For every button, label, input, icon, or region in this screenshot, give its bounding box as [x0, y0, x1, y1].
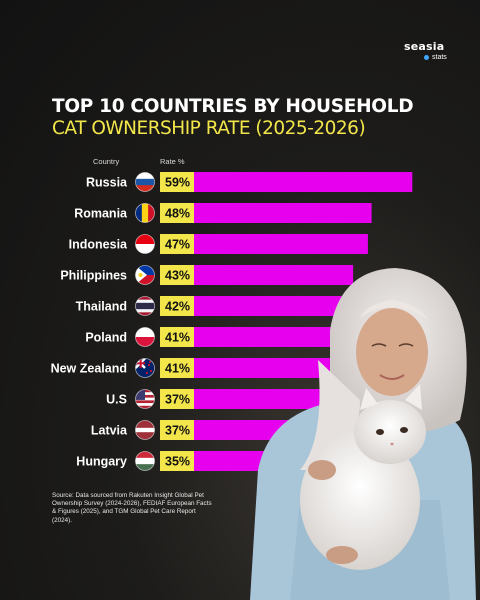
country-label: New Zealand — [51, 362, 127, 376]
flag-ring — [135, 234, 155, 254]
rate-column-header: Rate % — [160, 157, 185, 166]
flag-russia-icon — [135, 172, 155, 192]
country-label: Thailand — [76, 300, 127, 314]
country-column-header: Country — [93, 157, 120, 166]
flag-poland-icon — [135, 327, 155, 347]
value-label: 48% — [165, 207, 190, 221]
bar-romania — [194, 203, 372, 223]
chart-subtitle: CAT OWNERSHIP RATE (2025-2026) — [52, 118, 366, 139]
value-label: 59% — [165, 176, 190, 190]
value-label-bg — [160, 358, 194, 378]
value-label: 35% — [165, 455, 190, 469]
flag-ring — [135, 389, 155, 409]
flag-ring — [135, 420, 155, 440]
country-label: Poland — [85, 331, 127, 345]
country-label: Philippines — [60, 269, 127, 283]
bar-hungary — [194, 451, 324, 471]
value-label: 43% — [165, 269, 190, 283]
bar-latvia — [194, 420, 331, 440]
country-label: Romania — [74, 207, 128, 221]
value-label: 42% — [165, 300, 190, 314]
brand-name: seasia — [404, 40, 445, 53]
value-label-bg — [160, 451, 194, 471]
value-label: 37% — [165, 424, 190, 438]
value-label: 41% — [165, 331, 190, 345]
brand-sub: stats — [424, 54, 447, 61]
brand-logo: seasia stats — [404, 40, 447, 61]
brand-dot-icon — [424, 55, 429, 60]
country-label: Russia — [86, 176, 128, 190]
country-label: Latvia — [91, 424, 128, 438]
flag-ring — [135, 203, 155, 223]
country-label: Hungary — [76, 455, 127, 469]
bar-russia — [194, 172, 413, 192]
flag-ring — [135, 451, 155, 471]
bar-new-zealand — [194, 358, 346, 378]
flag-indonesia-icon — [135, 234, 155, 254]
value-label: 47% — [165, 238, 190, 252]
flag-latvia-icon — [135, 420, 155, 440]
value-label-bg — [160, 389, 194, 409]
flag-us-icon — [135, 389, 155, 409]
flag-new-zealand-icon — [135, 358, 155, 378]
value-label: 41% — [165, 362, 190, 376]
bar-indonesia — [194, 234, 368, 254]
bar-poland — [194, 327, 346, 347]
value-label-bg — [160, 172, 194, 192]
flag-hungary-icon — [135, 451, 155, 471]
value-label-bg — [160, 327, 194, 347]
bar-philippines — [194, 265, 354, 285]
flag-ring — [135, 265, 155, 285]
flag-ring — [135, 358, 155, 378]
flag-ring — [135, 327, 155, 347]
flag-ring — [135, 296, 155, 316]
flag-romania-icon — [135, 203, 155, 223]
source-note: Source: Data sourced from Rakuten Insigh… — [52, 492, 212, 524]
value-label-bg — [160, 234, 194, 254]
value-label-bg — [160, 296, 194, 316]
chart-title: TOP 10 COUNTRIES BY HOUSEHOLD — [52, 96, 414, 117]
brand-sub-label: stats — [432, 54, 447, 61]
bar-u-s — [194, 389, 331, 409]
value-label: 37% — [165, 393, 190, 407]
value-label-bg — [160, 420, 194, 440]
flag-thailand-icon — [135, 296, 155, 316]
country-label: Indonesia — [69, 238, 128, 252]
flag-ring — [135, 172, 155, 192]
bar-thailand — [194, 296, 350, 316]
value-label-bg — [160, 203, 194, 223]
country-label: U.S — [106, 393, 127, 407]
value-label-bg — [160, 265, 194, 285]
flag-philippines-icon — [135, 265, 155, 285]
